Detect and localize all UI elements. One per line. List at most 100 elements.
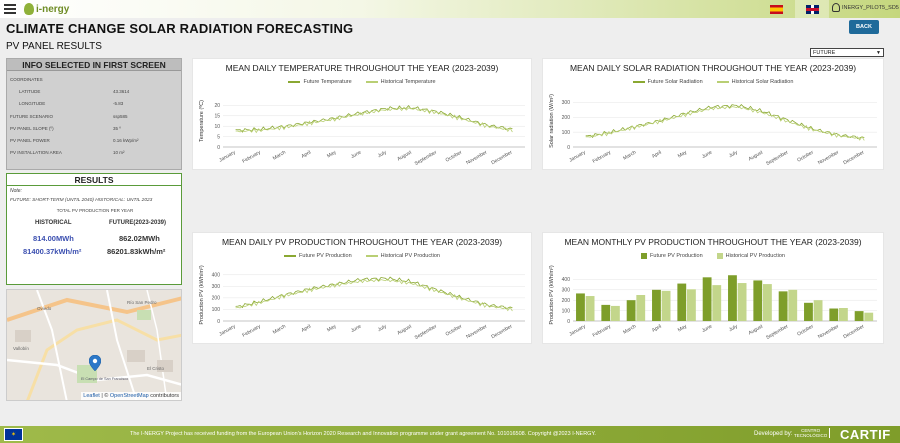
historical-header: HISTORICAL [35, 220, 72, 226]
menu-icon[interactable] [4, 4, 16, 14]
series-line[interactable] [235, 278, 513, 312]
longitude-value: -5.83 [113, 101, 124, 106]
bar[interactable] [611, 305, 620, 321]
map-tiles: Oviedo Río San Pedro Vallobín El Cristo … [7, 290, 181, 400]
future-header: FUTURE(2023-2039) [109, 220, 167, 226]
series-line[interactable] [585, 104, 865, 139]
bar[interactable] [778, 291, 788, 321]
bar[interactable] [652, 289, 661, 321]
bar[interactable] [813, 300, 823, 321]
y-tick-label: 100 [212, 307, 221, 313]
bar[interactable] [576, 293, 585, 321]
bar[interactable] [728, 275, 737, 321]
x-tick-label: September [765, 149, 789, 167]
uk-flag-icon[interactable] [806, 5, 819, 14]
series-line[interactable] [235, 104, 513, 133]
inergy-logo[interactable]: i-nergy [24, 2, 69, 16]
legend-historical[interactable]: Historical Temperature [365, 79, 436, 85]
x-tick-label: November [465, 149, 488, 166]
legend-future[interactable]: Future Solar Radiation [632, 79, 703, 85]
series-line[interactable] [235, 106, 513, 134]
pv-power-label: PV PANEL POWER [10, 138, 50, 143]
bar[interactable] [804, 302, 813, 321]
bar[interactable] [763, 284, 772, 321]
back-button[interactable]: BACK [849, 20, 879, 34]
x-tick-label: June [701, 323, 714, 334]
bar[interactable] [788, 289, 798, 321]
bar[interactable] [737, 283, 747, 321]
bar[interactable] [677, 283, 687, 321]
x-tick-label: June [350, 149, 363, 160]
bar[interactable] [702, 277, 712, 321]
y-tick-label: 5 [217, 134, 220, 140]
series-line[interactable] [585, 105, 865, 141]
bar[interactable] [839, 308, 848, 321]
x-tick-label: May [677, 149, 689, 159]
scenario-select[interactable]: FUTURE ▼ [810, 48, 884, 57]
x-tick-label: November [817, 149, 840, 166]
longitude-label: LONGITUDE [19, 101, 46, 106]
location-map[interactable]: Oviedo Río San Pedro Vallobín El Cristo … [6, 289, 182, 401]
cartif-logo[interactable]: CARTIF [840, 427, 891, 442]
x-tick-label: February [592, 149, 613, 164]
pv-daily-chart-legend: Future PV Production Historical PV Produ… [193, 253, 531, 259]
x-tick-label: December [490, 149, 513, 166]
leaflet-link[interactable]: Leaflet [83, 393, 100, 399]
results-panel: RESULTS Note: FUTURE: SHORT-TERM (UNTIL … [6, 173, 182, 285]
legend-label: Historical Solar Radiation [731, 79, 794, 85]
bar[interactable] [601, 304, 611, 321]
bar[interactable] [864, 312, 874, 321]
x-tick-label: July [377, 149, 388, 159]
y-tick-label: 200 [562, 298, 571, 304]
y-tick-label: 100 [562, 308, 571, 314]
bar[interactable] [854, 311, 864, 321]
y-tick-label: 300 [562, 100, 571, 106]
bar[interactable] [661, 290, 671, 321]
x-tick-label: March [272, 149, 287, 161]
logo-text: i-nergy [36, 3, 70, 15]
bar[interactable] [753, 280, 763, 321]
legend-swatch [288, 81, 301, 83]
legend-label: Future PV Production [299, 253, 352, 259]
solar-radiation-chart: Solar radiation (W/m²) 0 100 200 300 January F… [549, 94, 877, 167]
bar[interactable] [626, 300, 636, 321]
footer: ✶ The I-NERGY Project has received fundi… [0, 426, 900, 443]
x-tick-label: January [568, 323, 587, 337]
attribution-separator: | [101, 393, 103, 399]
pv-area-value: 10 m² [113, 150, 125, 155]
bar[interactable] [712, 285, 722, 321]
legend-label: Future Solar Radiation [647, 79, 703, 85]
bar[interactable] [829, 308, 839, 321]
osm-link[interactable]: OpenStreetMap [109, 393, 149, 399]
map-label: El Campo de San Francisco [81, 377, 128, 381]
user-menu[interactable]: INERGY_PILOT5_SD5 [832, 3, 899, 12]
map-label: El Cristo [147, 366, 164, 371]
legend-historical[interactable]: Historical Solar Radiation [716, 79, 794, 85]
latitude-label: LATITUDE [19, 89, 41, 94]
legend-future[interactable]: Future PV Production [641, 253, 703, 259]
legend-future[interactable]: Future Temperature [288, 79, 352, 85]
legend-future[interactable]: Future PV Production [284, 253, 352, 259]
pv-daily-chart-card: Production PV (kWh/m²) 0 100 200 300 400 Janua… [192, 232, 532, 344]
footer-funding-text: The I-NERGY Project has received funding… [130, 431, 596, 437]
y-axis-label: Temperature (ºC) [198, 100, 205, 142]
spain-flag-icon[interactable] [770, 5, 783, 14]
x-tick-label: June [701, 149, 714, 160]
bar[interactable] [687, 289, 696, 321]
bar[interactable] [636, 295, 646, 321]
legend-historical[interactable]: Historical PV Production [365, 253, 440, 259]
x-tick-label: August [396, 323, 413, 336]
note-label: Note: [10, 188, 22, 194]
historical-kwhm2: 81400.37kWh/m² [23, 247, 82, 256]
y-tick-label: 400 [212, 273, 221, 279]
y-tick-label: 0 [217, 145, 220, 151]
pv-slope-label: PV PANEL SLOPE (º) [10, 126, 54, 131]
map-label: Oviedo [37, 306, 52, 311]
map-marker-icon[interactable] [89, 355, 101, 371]
future-kwhm2: 86201.83kWh/m² [107, 247, 166, 256]
x-tick-label: March [272, 323, 287, 335]
bar[interactable] [585, 296, 595, 321]
y-tick-label: 20 [214, 103, 220, 109]
legend-swatch [365, 81, 378, 83]
legend-historical[interactable]: Historical PV Production [716, 253, 785, 259]
